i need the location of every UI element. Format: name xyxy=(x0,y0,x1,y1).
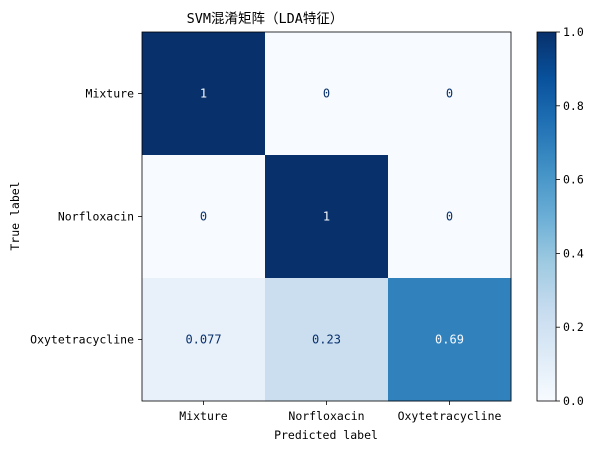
cell-value-label: 0.23 xyxy=(312,333,341,347)
x-axis-title: Predicted label xyxy=(274,428,378,442)
matrix-cell xyxy=(265,278,389,402)
chart-title: SVM混淆矩阵（LDA特征） xyxy=(187,11,344,27)
matrix-cell xyxy=(388,32,512,156)
x-axis-ticks: Mixture Norfloxacin Oxytetracycline xyxy=(179,401,502,423)
colorbar-tick-label: 0.6 xyxy=(563,173,584,187)
matrix-cell xyxy=(142,32,266,156)
colorbar-tick-label: 0.4 xyxy=(563,246,584,260)
cell-value-label: 0 xyxy=(323,87,330,101)
matrix-cell xyxy=(142,278,266,402)
y-tick-label: Norfloxacin xyxy=(58,210,134,224)
colorbar xyxy=(536,31,557,402)
matrix-cell xyxy=(388,278,512,402)
matrix-cell xyxy=(265,32,389,156)
y-axis-title: True label xyxy=(8,181,22,250)
y-tick-label: Mixture xyxy=(86,87,135,101)
colorbar-tick-label: 0.8 xyxy=(563,99,584,113)
matrix-cell-labels: 1 0 0 0 1 0 0.077 0.23 0.69 xyxy=(185,87,464,347)
x-tick-label: Norfloxacin xyxy=(288,409,364,423)
y-tick-label: Oxytetracycline xyxy=(30,333,134,347)
matrix-cell xyxy=(142,155,266,279)
cell-value-label: 0 xyxy=(446,87,453,101)
matrix-cell xyxy=(388,155,512,279)
colorbar-tick-label: 1.0 xyxy=(563,25,584,39)
cell-value-label: 0 xyxy=(200,210,207,224)
colorbar-ticks: 0.0 0.2 0.4 0.6 0.8 1.0 xyxy=(556,25,584,408)
colorbar-tick-label: 0.0 xyxy=(563,394,584,408)
colorbar-tick-label: 0.2 xyxy=(563,320,584,334)
y-axis-ticks: Mixture Norfloxacin Oxytetracycline xyxy=(30,87,142,347)
matrix-cells xyxy=(142,32,512,402)
cell-value-label: 1 xyxy=(323,210,330,224)
cell-value-label: 1 xyxy=(200,87,207,101)
matrix-cell xyxy=(265,155,389,279)
x-tick-label: Oxytetracycline xyxy=(398,409,502,423)
cell-value-label: 0.69 xyxy=(435,333,464,347)
x-tick-label: Mixture xyxy=(179,409,228,423)
cell-value-label: 0.077 xyxy=(185,333,221,347)
cell-value-label: 0 xyxy=(446,210,453,224)
